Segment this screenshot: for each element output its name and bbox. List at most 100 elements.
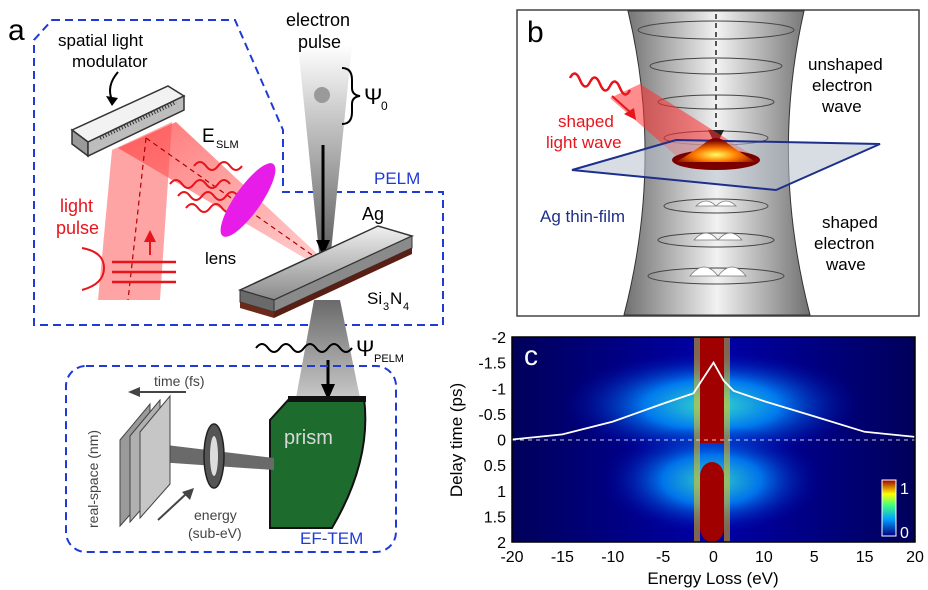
- light-pulse-lines-icon: [112, 260, 176, 284]
- zero-loss-peak-lower: [700, 462, 724, 542]
- shaped-light-label-2: light wave: [546, 133, 622, 152]
- electron-arrow-head-icon: [316, 240, 330, 256]
- y-tick-label: 0.5: [484, 458, 506, 475]
- colorbar: [881, 479, 897, 537]
- y-tick-label: -1: [492, 381, 506, 398]
- slm-label-2: modulator: [72, 52, 148, 71]
- si3n4-label-3: 3: [383, 301, 389, 313]
- panel-c-letter: c: [524, 340, 538, 371]
- electron-label-1: electron: [286, 10, 350, 30]
- light-pulse-envelope-icon: [81, 247, 106, 291]
- x-tick-label: 20: [906, 549, 924, 566]
- shaped-peaks-surface: [676, 138, 756, 162]
- panel-a: a PELM electron pulse Ψ 0 spatial light …: [8, 10, 444, 553]
- unshaped-label-2: electron: [812, 76, 872, 95]
- shaped-light-label-1: shaped: [558, 112, 614, 131]
- energy-profile-line: [512, 360, 915, 441]
- x-tick-label: 5: [810, 549, 819, 566]
- lens-label: lens: [205, 249, 236, 268]
- pelm-label: PELM: [374, 169, 420, 188]
- panel-b-letter: b: [527, 16, 544, 49]
- electron-beam-cone: [298, 45, 352, 262]
- psi0-subscript: 0: [381, 99, 388, 113]
- y-axis-label: Delay time (ps): [447, 383, 466, 497]
- unshaped-label-1: unshaped: [808, 55, 883, 74]
- shaped-e-label-3: wave: [825, 255, 866, 274]
- eslm-label: E: [202, 126, 215, 147]
- x-tick-label: -10: [601, 549, 624, 566]
- eslm-wave-icon: [169, 161, 243, 213]
- energy-arrow-icon: [157, 493, 187, 521]
- aperture-inner: [210, 436, 218, 476]
- y-tick-label: -2: [492, 330, 506, 347]
- electron-label-2: pulse: [298, 32, 341, 52]
- shaped-e-label-1: shaped: [822, 213, 878, 232]
- energy-arrow-head-icon: [182, 488, 194, 500]
- time-arrow-head-icon: [128, 387, 140, 397]
- psi-pelm-subscript: PELM: [374, 353, 404, 365]
- y-tick-label: 2: [497, 535, 506, 552]
- time-label: time (fs): [154, 373, 205, 389]
- zero-loss-peak-upper: [700, 337, 724, 443]
- x-axis-label: Energy Loss (eV): [647, 569, 778, 588]
- slm-device-icon: [70, 85, 186, 158]
- psi-pelm-wave-icon: [255, 343, 353, 353]
- ag-label: Ag: [362, 204, 384, 224]
- x-tick-label: 0: [709, 549, 718, 566]
- lens-icon: [220, 163, 276, 237]
- pelm-dashed-outline: [33, 19, 444, 326]
- panel-c: c 1 0 -2 -1.5 -1 -0.5 0 0.5 1 1.5 2 -20 -15 -10 -5 0…: [447, 330, 924, 588]
- y-tick-label: 1: [497, 484, 506, 501]
- energy-label-1: energy: [194, 507, 237, 523]
- eslm-subscript: SLM: [216, 139, 239, 151]
- y-tick-label: -0.5: [478, 407, 506, 424]
- slm-pointer-head-icon: [106, 96, 118, 106]
- prism-label: prism: [284, 427, 333, 449]
- energy-label-2: (sub-eV): [188, 525, 242, 541]
- slm-pointer-icon: [109, 71, 119, 101]
- zero-loss-edge-right: [724, 337, 730, 542]
- transmitted-arrow-head-icon: [321, 384, 335, 400]
- detector-screens-icon: [119, 394, 171, 528]
- y-tick-label: -1.5: [478, 356, 506, 373]
- shaped-light-arrow-icon: [611, 95, 631, 113]
- slm-label-1: spatial light: [58, 31, 143, 50]
- electron-blob-icon: [314, 87, 330, 103]
- sample-slab-icon: [237, 225, 415, 318]
- y-tick-labels: -2 -1.5 -1 -0.5 0 0.5 1 1.5 2: [478, 330, 506, 552]
- unshaped-label-3: wave: [821, 97, 862, 116]
- shaped-light-wave-icon: [568, 72, 632, 96]
- shaped-electron-blobs-icon: [689, 200, 747, 277]
- heatmap-frame: [511, 336, 916, 543]
- x-tick-label: 15: [856, 549, 874, 566]
- x-tick-label: -15: [551, 549, 574, 566]
- light-pulse-label-2: pulse: [56, 218, 99, 238]
- y-tick-label: 0: [497, 433, 506, 450]
- light-pulse-arrow-head-icon: [144, 230, 156, 242]
- x-tick-label: 10: [755, 549, 773, 566]
- si3n4-label-n: N: [390, 289, 402, 308]
- x-tick-labels: -20 -15 -10 -5 0 10 5 15 20: [500, 549, 924, 566]
- psi0-symbol: Ψ: [364, 84, 382, 109]
- real-space-label: real-space (nm): [85, 430, 101, 528]
- shaped-e-label-2: electron: [814, 234, 874, 253]
- light-pulse-label-1: light: [60, 196, 93, 216]
- psi-pelm-symbol: Ψ: [356, 336, 374, 361]
- panel-b: b shaped light wave Ag thin-film: [516, 9, 920, 317]
- colorbar-min-label: 0: [900, 525, 909, 542]
- x-tick-label: -20: [500, 549, 523, 566]
- si3n4-label-si: Si: [367, 289, 382, 308]
- prism-top-bar: [288, 396, 366, 402]
- colorbar-max-label: 1: [900, 481, 909, 498]
- si3n4-label-4: 4: [403, 301, 409, 313]
- x-tick-label: -5: [656, 549, 670, 566]
- shaped-light-arrow-head-icon: [624, 108, 636, 120]
- y-tick-label: 1.5: [484, 509, 506, 526]
- ef-tem-dashed-outline: [65, 365, 397, 553]
- panel-a-letter: a: [8, 14, 25, 47]
- psi0-brace-icon: [341, 67, 361, 125]
- ag-thin-film-label: Ag thin-film: [540, 207, 625, 226]
- reflected-light-beam: [118, 122, 326, 266]
- prism-icon: [269, 397, 367, 529]
